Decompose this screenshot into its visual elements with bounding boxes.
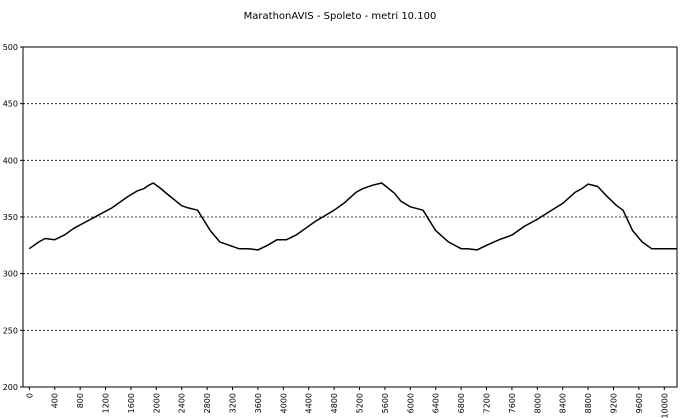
plot-area-frame [22, 46, 678, 388]
x-tick-label: 6400 [432, 393, 441, 413]
x-tick-label: 4400 [305, 393, 314, 413]
x-tick-label: 2800 [203, 393, 212, 413]
x-tick-label: 3200 [229, 393, 238, 413]
x-tick-label: 8800 [584, 393, 593, 413]
x-tick-label: 800 [76, 393, 85, 408]
x-tick-label: 4000 [279, 393, 288, 413]
x-tick-label: 400 [51, 393, 60, 408]
y-tick-label: 250 [3, 326, 18, 335]
series-layer [28, 182, 677, 251]
x-axis: 0 400 800 1200 1600 2000 2400 2800 3200 3600 4000 4… [25, 387, 669, 418]
x-tick-label: 4800 [330, 393, 339, 413]
y-tick-label: 300 [3, 270, 18, 279]
x-tick-label: 8000 [533, 393, 542, 413]
y-tick-label: 200 [3, 383, 18, 392]
x-tick-label: 1200 [102, 393, 111, 413]
x-tick-label: 6800 [457, 393, 466, 413]
x-tick-label: 0 [25, 393, 34, 398]
x-tick-label: 9200 [610, 393, 619, 413]
y-tick-label: 400 [3, 156, 18, 165]
x-tick-label: 2000 [152, 393, 161, 413]
x-tick-label: 7600 [508, 393, 517, 413]
chart-title: MarathonAVIS - Spoleto - metri 10.100 [244, 11, 437, 22]
series-line-0 [28, 182, 677, 251]
x-tick-label: 7200 [483, 393, 492, 413]
x-tick-label: 3600 [254, 393, 263, 413]
y-tick-label: 450 [3, 100, 18, 109]
y-tick-label: 500 [3, 43, 18, 52]
x-tick-label: 8400 [559, 393, 568, 413]
x-tick-label: 1600 [127, 393, 136, 413]
y-axis: 200 250 300 350 400 450 500 [3, 43, 23, 392]
x-tick-label: 9600 [635, 393, 644, 413]
x-tick-label: 2400 [178, 393, 187, 413]
grid-layer [23, 103, 677, 331]
y-tick-label: 350 [3, 213, 18, 222]
x-tick-label: 5600 [381, 393, 390, 413]
x-tick-label: 10000 [660, 393, 669, 418]
x-tick-label: 5200 [356, 393, 365, 413]
x-tick-label: 6000 [406, 393, 415, 413]
